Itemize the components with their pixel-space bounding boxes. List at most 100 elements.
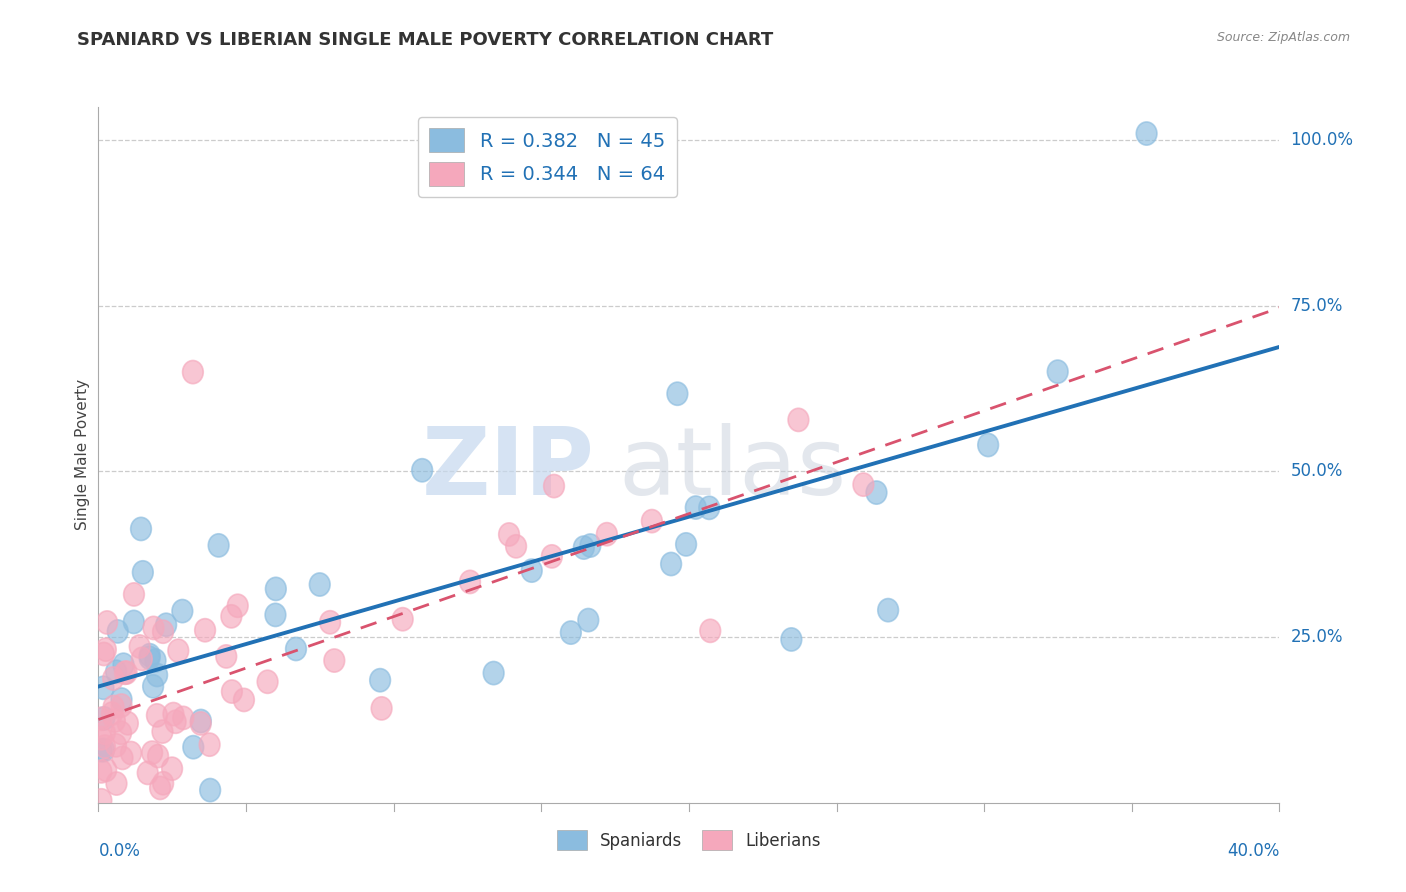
- Ellipse shape: [853, 473, 873, 496]
- Ellipse shape: [132, 648, 152, 671]
- Ellipse shape: [676, 533, 696, 556]
- Ellipse shape: [103, 667, 124, 690]
- Ellipse shape: [172, 599, 193, 623]
- Ellipse shape: [578, 608, 599, 632]
- Ellipse shape: [124, 610, 145, 633]
- Ellipse shape: [146, 704, 167, 727]
- Ellipse shape: [101, 702, 122, 725]
- Ellipse shape: [581, 534, 600, 558]
- Ellipse shape: [221, 605, 242, 628]
- Ellipse shape: [392, 607, 413, 631]
- Ellipse shape: [285, 638, 307, 661]
- Ellipse shape: [129, 635, 150, 658]
- Ellipse shape: [94, 642, 114, 665]
- Y-axis label: Single Male Poverty: Single Male Poverty: [75, 379, 90, 531]
- Ellipse shape: [138, 761, 157, 784]
- Ellipse shape: [541, 545, 562, 568]
- Ellipse shape: [506, 534, 526, 558]
- Ellipse shape: [111, 694, 132, 717]
- Ellipse shape: [370, 669, 391, 692]
- Ellipse shape: [522, 559, 543, 582]
- Ellipse shape: [91, 727, 111, 750]
- Ellipse shape: [666, 382, 688, 405]
- Ellipse shape: [96, 758, 117, 781]
- Text: 25.0%: 25.0%: [1291, 628, 1343, 646]
- Ellipse shape: [167, 640, 188, 663]
- Ellipse shape: [700, 619, 721, 642]
- Ellipse shape: [257, 670, 278, 693]
- Ellipse shape: [111, 688, 132, 711]
- Ellipse shape: [183, 360, 204, 384]
- Ellipse shape: [153, 620, 173, 643]
- Ellipse shape: [686, 496, 706, 519]
- Ellipse shape: [217, 645, 236, 668]
- Ellipse shape: [91, 739, 111, 762]
- Ellipse shape: [191, 709, 211, 732]
- Ellipse shape: [105, 660, 127, 683]
- Ellipse shape: [121, 741, 142, 764]
- Ellipse shape: [124, 582, 145, 606]
- Text: atlas: atlas: [619, 423, 846, 515]
- Ellipse shape: [183, 736, 204, 759]
- Ellipse shape: [561, 621, 581, 644]
- Text: 75.0%: 75.0%: [1291, 297, 1343, 315]
- Ellipse shape: [94, 735, 115, 758]
- Ellipse shape: [460, 570, 481, 593]
- Ellipse shape: [661, 552, 682, 575]
- Ellipse shape: [97, 611, 118, 634]
- Ellipse shape: [266, 577, 287, 600]
- Ellipse shape: [208, 533, 229, 557]
- Ellipse shape: [1136, 122, 1157, 145]
- Ellipse shape: [371, 697, 392, 720]
- Ellipse shape: [91, 789, 111, 812]
- Ellipse shape: [103, 696, 124, 719]
- Ellipse shape: [866, 481, 887, 504]
- Ellipse shape: [499, 523, 519, 546]
- Text: 100.0%: 100.0%: [1291, 131, 1354, 149]
- Ellipse shape: [309, 573, 330, 596]
- Ellipse shape: [112, 653, 134, 676]
- Legend: Spaniards, Liberians: Spaniards, Liberians: [550, 823, 828, 857]
- Ellipse shape: [105, 734, 127, 757]
- Ellipse shape: [104, 709, 125, 732]
- Ellipse shape: [222, 680, 242, 703]
- Ellipse shape: [91, 760, 111, 783]
- Ellipse shape: [93, 676, 114, 699]
- Ellipse shape: [145, 648, 166, 672]
- Ellipse shape: [118, 712, 138, 735]
- Ellipse shape: [94, 706, 115, 730]
- Ellipse shape: [131, 517, 152, 541]
- Ellipse shape: [156, 613, 177, 636]
- Ellipse shape: [153, 772, 173, 795]
- Ellipse shape: [112, 747, 132, 770]
- Ellipse shape: [484, 662, 503, 685]
- Ellipse shape: [143, 674, 163, 698]
- Text: Source: ZipAtlas.com: Source: ZipAtlas.com: [1216, 31, 1350, 45]
- Ellipse shape: [132, 561, 153, 584]
- Ellipse shape: [228, 594, 247, 617]
- Ellipse shape: [877, 599, 898, 622]
- Ellipse shape: [163, 703, 184, 726]
- Text: SPANIARD VS LIBERIAN SINGLE MALE POVERTY CORRELATION CHART: SPANIARD VS LIBERIAN SINGLE MALE POVERTY…: [77, 31, 773, 49]
- Ellipse shape: [105, 772, 127, 795]
- Ellipse shape: [323, 649, 344, 673]
- Ellipse shape: [200, 779, 221, 802]
- Ellipse shape: [789, 409, 808, 432]
- Ellipse shape: [117, 661, 136, 684]
- Ellipse shape: [266, 603, 285, 626]
- Ellipse shape: [107, 620, 128, 643]
- Ellipse shape: [139, 646, 160, 669]
- Ellipse shape: [173, 706, 194, 730]
- Ellipse shape: [143, 616, 165, 640]
- Text: 0.0%: 0.0%: [98, 842, 141, 860]
- Ellipse shape: [412, 458, 433, 482]
- Ellipse shape: [233, 689, 254, 712]
- Ellipse shape: [190, 712, 211, 735]
- Ellipse shape: [166, 710, 186, 733]
- Ellipse shape: [91, 707, 111, 731]
- Ellipse shape: [195, 619, 215, 642]
- Ellipse shape: [200, 733, 219, 756]
- Text: 40.0%: 40.0%: [1227, 842, 1279, 860]
- Text: ZIP: ZIP: [422, 423, 595, 515]
- Ellipse shape: [142, 741, 163, 764]
